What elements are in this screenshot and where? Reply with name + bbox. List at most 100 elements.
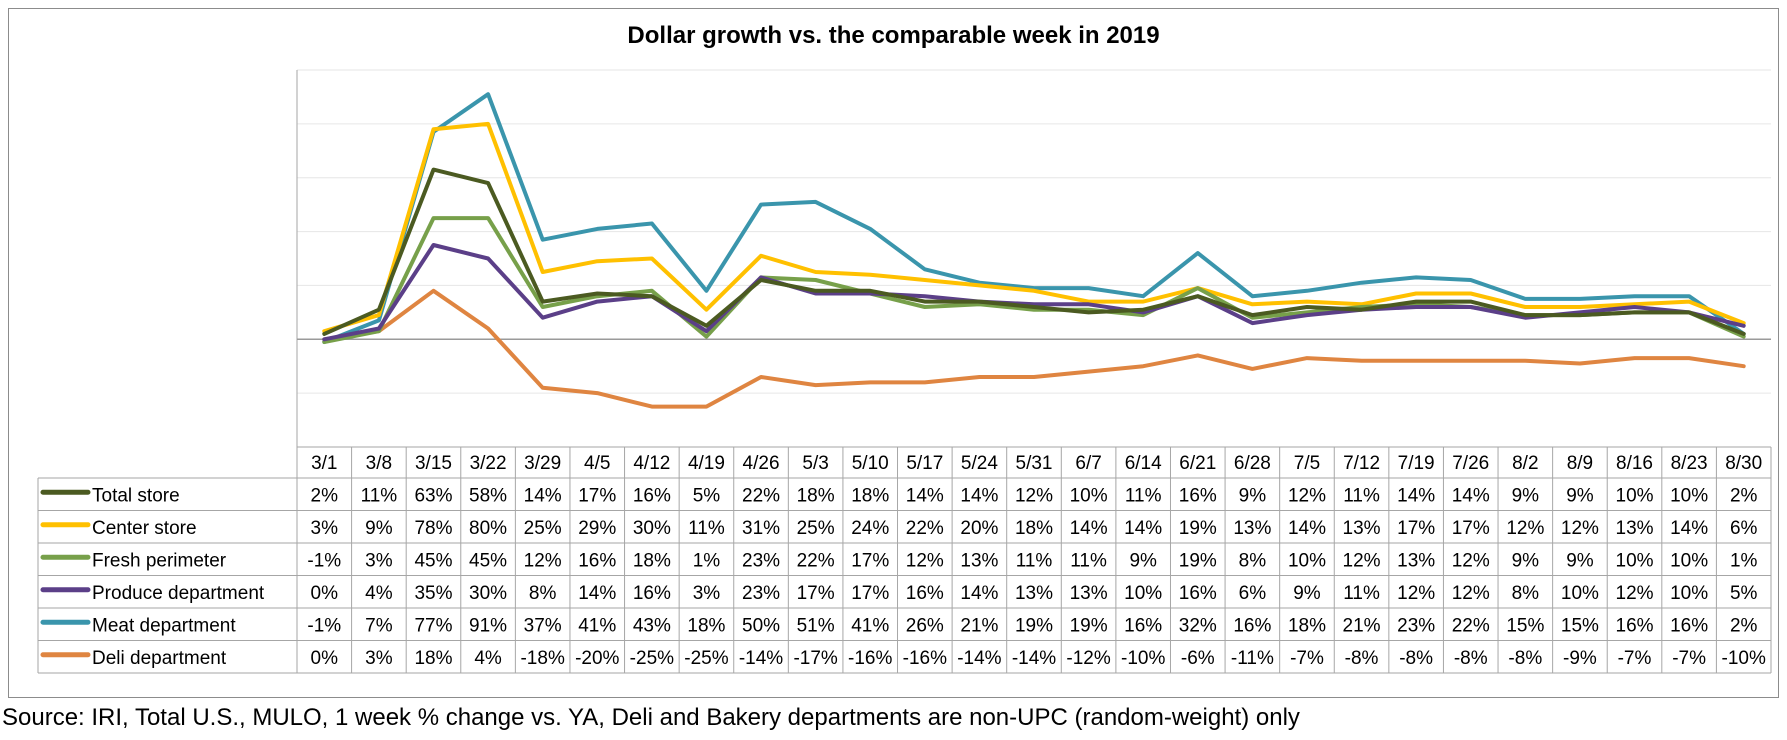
x-tick-label: 6/7 bbox=[1075, 453, 1101, 474]
data-label: 14% bbox=[1124, 518, 1162, 539]
data-label: -8% bbox=[1399, 648, 1433, 669]
data-label: 11% bbox=[1343, 485, 1380, 506]
data-label: 80% bbox=[469, 518, 507, 539]
data-label: 10% bbox=[1561, 583, 1599, 604]
data-label: 37% bbox=[524, 615, 562, 636]
data-label: 9% bbox=[1239, 485, 1267, 506]
series-line-center-store bbox=[322, 121, 1746, 334]
data-label: 12% bbox=[906, 550, 944, 571]
x-tick-label: 7/12 bbox=[1343, 453, 1380, 474]
data-label: 35% bbox=[414, 583, 452, 604]
data-label: 10% bbox=[1616, 485, 1654, 506]
data-label: 13% bbox=[1343, 518, 1381, 539]
data-label: -7% bbox=[1672, 648, 1706, 669]
data-label: 19% bbox=[1179, 518, 1217, 539]
data-label: 13% bbox=[1616, 518, 1654, 539]
series-line-meat-department bbox=[322, 92, 1746, 344]
data-label: 14% bbox=[1070, 518, 1108, 539]
x-tick-label: 4/19 bbox=[688, 453, 725, 474]
data-label: -25% bbox=[684, 648, 728, 669]
data-label: 15% bbox=[1506, 615, 1544, 636]
data-label: 12% bbox=[1397, 583, 1435, 604]
x-tick-label: 8/16 bbox=[1616, 453, 1653, 474]
data-label: 2% bbox=[1730, 485, 1758, 506]
data-label: 9% bbox=[1512, 485, 1540, 506]
data-label: -11% bbox=[1231, 648, 1274, 669]
source-note: Source: IRI, Total U.S., MULO, 1 week % … bbox=[2, 704, 1300, 731]
data-label: -8% bbox=[1345, 648, 1379, 669]
data-label: 9% bbox=[1293, 583, 1321, 604]
data-label: 16% bbox=[633, 485, 671, 506]
x-tick-label: 8/23 bbox=[1671, 453, 1708, 474]
x-tick-label: 4/26 bbox=[743, 453, 780, 474]
data-label: 8% bbox=[529, 583, 557, 604]
data-label: -16% bbox=[848, 648, 892, 669]
data-label: 41% bbox=[851, 615, 889, 636]
data-label: 8% bbox=[1239, 550, 1267, 571]
data-label: 16% bbox=[1670, 615, 1708, 636]
data-label: -1% bbox=[307, 550, 341, 571]
data-label: 10% bbox=[1670, 485, 1708, 506]
x-tick-label: 5/31 bbox=[1016, 453, 1053, 474]
series-line-produce-department bbox=[322, 243, 1746, 342]
data-label: 10% bbox=[1670, 550, 1708, 571]
x-tick-label: 7/19 bbox=[1398, 453, 1435, 474]
data-label: 30% bbox=[633, 518, 671, 539]
x-tick-label: 3/29 bbox=[524, 453, 561, 474]
data-label: 12% bbox=[524, 550, 562, 571]
line-chart-with-data-table: 3/1 3/8 3/15 3/22 3/29 4/5 4/12 4/19 4/26 5/3 5/10… bbox=[37, 69, 1772, 674]
data-label: 1% bbox=[693, 550, 721, 571]
data-label: 18% bbox=[797, 485, 835, 506]
data-label: 16% bbox=[906, 583, 944, 604]
x-tick-label: 6/14 bbox=[1125, 453, 1162, 474]
data-label: 18% bbox=[1015, 518, 1053, 539]
x-tick-label: 4/5 bbox=[584, 453, 610, 474]
data-label: 9% bbox=[1512, 550, 1540, 571]
data-label: 3% bbox=[365, 648, 393, 669]
data-label: 78% bbox=[414, 518, 452, 539]
data-label: 45% bbox=[469, 550, 507, 571]
data-label: 11% bbox=[1016, 550, 1053, 571]
data-label: 16% bbox=[1124, 615, 1162, 636]
data-label: 9% bbox=[1566, 485, 1594, 506]
data-label: 13% bbox=[1397, 550, 1435, 571]
data-label: 1% bbox=[1730, 550, 1758, 571]
x-tick-label: 7/26 bbox=[1452, 453, 1489, 474]
series-line-deli-department bbox=[322, 288, 1746, 409]
data-label: 21% bbox=[960, 615, 998, 636]
data-label: 41% bbox=[578, 615, 616, 636]
x-tick-label: 3/1 bbox=[311, 453, 337, 474]
x-tick-label: 5/3 bbox=[802, 453, 828, 474]
data-label: -7% bbox=[1618, 648, 1652, 669]
data-label: 14% bbox=[960, 583, 998, 604]
data-label: 14% bbox=[524, 485, 562, 506]
data-label: 17% bbox=[1452, 518, 1490, 539]
data-label: 22% bbox=[1452, 615, 1490, 636]
data-label: 7% bbox=[365, 615, 393, 636]
data-label: 24% bbox=[851, 518, 889, 539]
data-label: 18% bbox=[414, 648, 452, 669]
data-label: 32% bbox=[1179, 615, 1217, 636]
data-label: -14% bbox=[739, 648, 783, 669]
series-line-total-store bbox=[322, 167, 1746, 336]
data-label: 58% bbox=[469, 485, 507, 506]
data-label: 0% bbox=[311, 648, 339, 669]
data-label: 17% bbox=[851, 583, 889, 604]
data-label: 17% bbox=[851, 550, 889, 571]
data-label: 12% bbox=[1452, 550, 1490, 571]
data-label: -1% bbox=[307, 615, 341, 636]
data-label: 12% bbox=[1452, 583, 1490, 604]
data-label: 77% bbox=[414, 615, 452, 636]
data-label: 11% bbox=[1070, 550, 1107, 571]
data-label: 12% bbox=[1616, 583, 1654, 604]
data-label: 17% bbox=[1397, 518, 1435, 539]
x-tick-label: 8/2 bbox=[1512, 453, 1538, 474]
data-label: 51% bbox=[797, 615, 835, 636]
data-label: 9% bbox=[1566, 550, 1594, 571]
data-label: 10% bbox=[1670, 583, 1708, 604]
data-label: 50% bbox=[742, 615, 780, 636]
data-label: 13% bbox=[1070, 583, 1108, 604]
data-label: 23% bbox=[742, 583, 780, 604]
x-tick-label: 5/10 bbox=[852, 453, 889, 474]
data-label: 3% bbox=[693, 583, 721, 604]
